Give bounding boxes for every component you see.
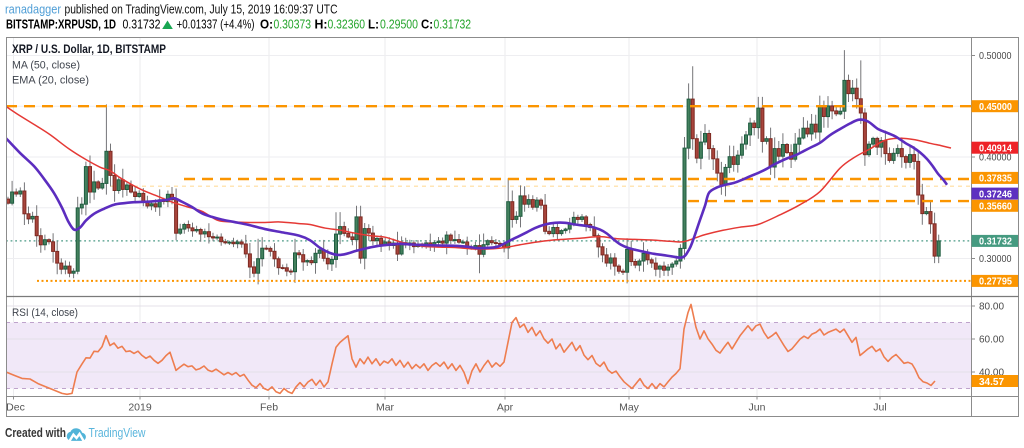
svg-text:ranadagger: ranadagger	[5, 2, 62, 17]
svg-text:Jul: Jul	[873, 402, 886, 414]
svg-text:+0.01337 (+4.4%): +0.01337 (+4.4%)	[177, 18, 255, 32]
svg-text:0.31732: 0.31732	[979, 236, 1012, 248]
svg-text:0.45000: 0.45000	[979, 101, 1012, 113]
svg-text:C:: C:	[421, 18, 433, 32]
svg-text:0.31732: 0.31732	[434, 18, 472, 32]
svg-text:Dec: Dec	[6, 402, 25, 414]
svg-text:Apr: Apr	[497, 402, 514, 414]
svg-text:60.00: 60.00	[979, 334, 1004, 346]
svg-text:0.31732: 0.31732	[123, 18, 161, 32]
svg-text:Created with: Created with	[5, 426, 66, 440]
svg-text:May: May	[619, 402, 640, 414]
svg-text:EMA (20, close): EMA (20, close)	[12, 75, 89, 87]
svg-text:TradingView: TradingView	[89, 425, 146, 440]
svg-text:0.50000: 0.50000	[979, 50, 1012, 62]
svg-text:0.37246: 0.37246	[979, 188, 1012, 200]
svg-text:0.30000: 0.30000	[979, 253, 1012, 265]
svg-text:0.35660: 0.35660	[979, 201, 1012, 213]
svg-text:Feb: Feb	[260, 402, 278, 414]
svg-text:0.37835: 0.37835	[979, 173, 1012, 185]
svg-text:H:: H:	[315, 18, 328, 32]
svg-text:2019: 2019	[128, 402, 152, 414]
svg-text:0.30373: 0.30373	[274, 18, 312, 32]
svg-text:0.40914: 0.40914	[979, 143, 1012, 155]
svg-text:Mar: Mar	[376, 402, 395, 414]
svg-text:0.29500: 0.29500	[380, 18, 418, 32]
svg-text:0.32360: 0.32360	[328, 18, 366, 32]
svg-text:Jun: Jun	[749, 402, 766, 414]
svg-text:0.40000: 0.40000	[979, 152, 1012, 164]
svg-text:published on TradingView.com,: published on TradingView.com, July 15, 2…	[65, 2, 338, 17]
svg-text:34.57: 34.57	[979, 376, 1004, 388]
svg-text:L:: L:	[368, 18, 379, 32]
svg-text:0.27795: 0.27795	[979, 276, 1012, 288]
svg-text:BITSTAMP:XRPUSD, 1D: BITSTAMP:XRPUSD, 1D	[6, 18, 116, 32]
svg-text:MA (50, close): MA (50, close)	[12, 60, 80, 72]
svg-text:XRP / U.S. Dollar, 1D, BITSTAM: XRP / U.S. Dollar, 1D, BITSTAMP	[12, 42, 166, 56]
svg-text:80.00: 80.00	[979, 301, 1004, 313]
svg-text:O:: O:	[260, 18, 273, 32]
svg-text:RSI (14, close): RSI (14, close)	[12, 307, 78, 319]
